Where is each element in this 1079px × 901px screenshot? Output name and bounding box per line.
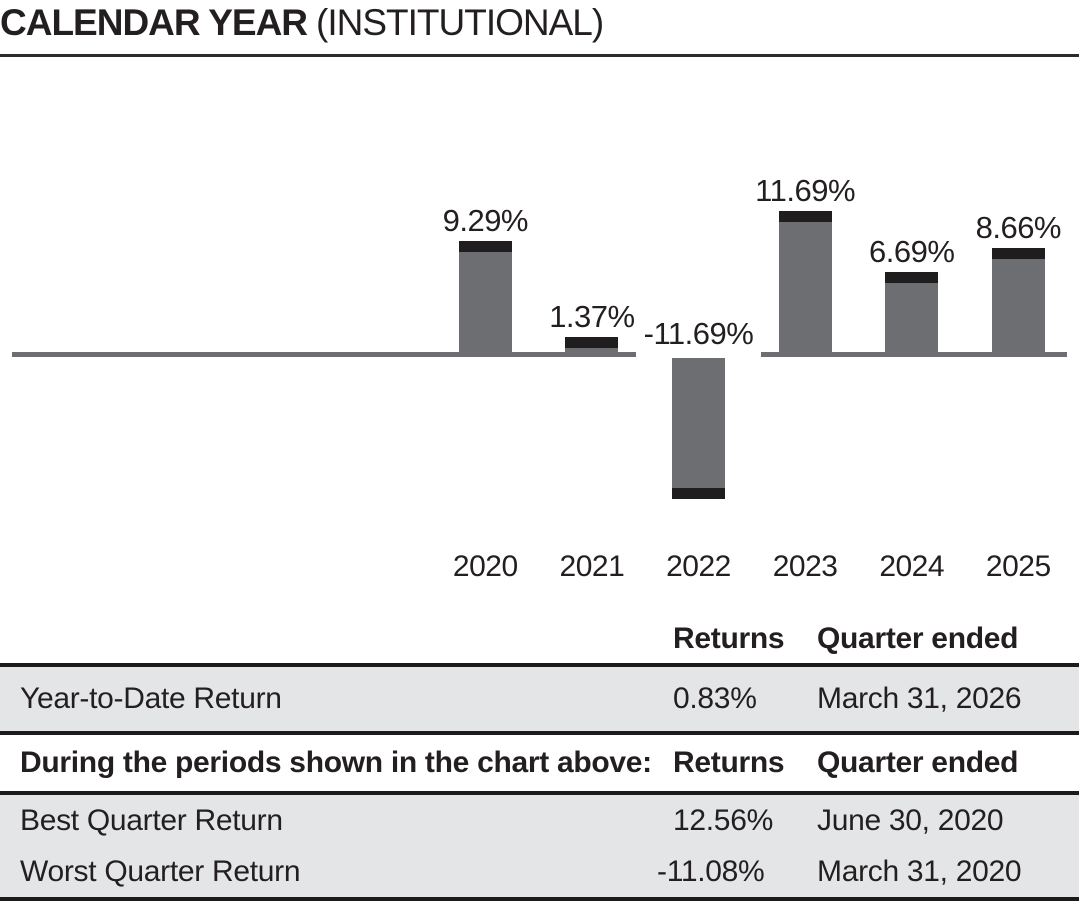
bar-value-label-2025: 8.66% — [975, 210, 1062, 245]
best-quarter-label: Best Quarter Return — [20, 803, 283, 837]
year-label-2023: 2023 — [772, 550, 838, 583]
chart-column-2025: 8.66% 2025 — [965, 58, 1072, 598]
worst-quarter-row: Worst Quarter Return -11.08% March 31, 2… — [0, 846, 1079, 897]
worst-quarter-ended: March 31, 2020 — [817, 854, 1022, 888]
chart-baseline-axis — [12, 352, 1067, 357]
bar-cap-2025 — [991, 248, 1045, 259]
chart-column-2022: -11.69% 2022 — [636, 58, 761, 598]
table-header-row: Returns Quarter ended — [0, 610, 1079, 663]
best-quarter-returns-value: 12.56% — [673, 803, 773, 837]
periods-header-row: During the periods shown in the chart ab… — [0, 735, 1079, 791]
chart-column-2020: 9.29% 2020 — [432, 58, 539, 598]
page-title: CALENDAR YEAR (INSTITUTIONAL) — [0, 2, 604, 44]
best-quarter-row: Best Quarter Return 12.56% June 30, 2020 — [0, 795, 1079, 846]
header-empty-cell — [0, 656, 673, 663]
ytd-label: Year-to-Date Return — [20, 682, 282, 715]
table-bottom-rule — [0, 897, 1079, 901]
bar-cap-2022 — [671, 488, 725, 499]
bar-cap-2020 — [458, 241, 512, 252]
bar-value-label-2023: 11.69% — [755, 173, 856, 208]
periods-header-returns: Returns — [673, 746, 785, 779]
bar-value-label-2021: 1.37% — [549, 299, 635, 334]
year-label-2021: 2021 — [559, 550, 625, 583]
ytd-returns-value: 0.83% — [673, 682, 757, 715]
chart-column-2023: 11.69% 2023 — [752, 58, 859, 598]
page-title-main: CALENDAR YEAR — [0, 2, 308, 43]
table-rule — [0, 663, 1079, 667]
ytd-quarter-ended: March 31, 2026 — [817, 682, 1022, 715]
bar-value-label-2020: 9.29% — [442, 203, 529, 238]
bar-value-label-2022: -11.69% — [636, 316, 761, 358]
year-to-date-row: Year-to-Date Return 0.83% March 31, 2026 — [0, 667, 1079, 731]
year-label-2022: 2022 — [666, 550, 731, 583]
returns-table: Returns Quarter ended Year-to-Date Retur… — [0, 610, 1079, 901]
header-returns: Returns — [673, 622, 785, 655]
bar-2024 — [885, 272, 939, 354]
bar-2020 — [458, 241, 512, 354]
quarter-returns-block: Best Quarter Return 12.56% June 30, 2020… — [0, 795, 1079, 897]
chart-column-2024: 6.69% 2024 — [858, 58, 965, 598]
year-label-2025: 2025 — [985, 550, 1051, 583]
chart-column-2021: 1.37% 2021 — [539, 58, 646, 598]
best-quarter-ended: June 30, 2020 — [817, 803, 1004, 837]
bar-cap-2021 — [565, 337, 619, 348]
title-rule — [0, 54, 1079, 57]
table-rule — [0, 791, 1079, 795]
bar-cap-2024 — [885, 272, 939, 283]
header-quarter-ended: Quarter ended — [817, 622, 1019, 655]
periods-header-label: During the periods shown in the chart ab… — [20, 746, 652, 779]
bar-2022 — [671, 356, 725, 499]
year-label-2020: 2020 — [452, 550, 518, 583]
table-rule — [0, 731, 1079, 735]
calendar-year-bar-chart: 9.29% 2020 1.37% 2021 -11.69% 2022 11.69% 2023 6… — [0, 58, 1079, 598]
bar-2021 — [565, 337, 619, 354]
bar-cap-2023 — [778, 211, 832, 222]
page-title-suffix: (INSTITUTIONAL) — [316, 2, 604, 43]
bar-value-label-2024: 6.69% — [868, 234, 955, 269]
worst-quarter-label: Worst Quarter Return — [20, 854, 301, 888]
year-label-2024: 2024 — [879, 550, 945, 583]
periods-header-quarter: Quarter ended — [817, 746, 1019, 779]
worst-quarter-returns-value: -11.08% — [657, 854, 765, 888]
bar-2023 — [778, 211, 832, 354]
bar-2025 — [991, 248, 1045, 354]
